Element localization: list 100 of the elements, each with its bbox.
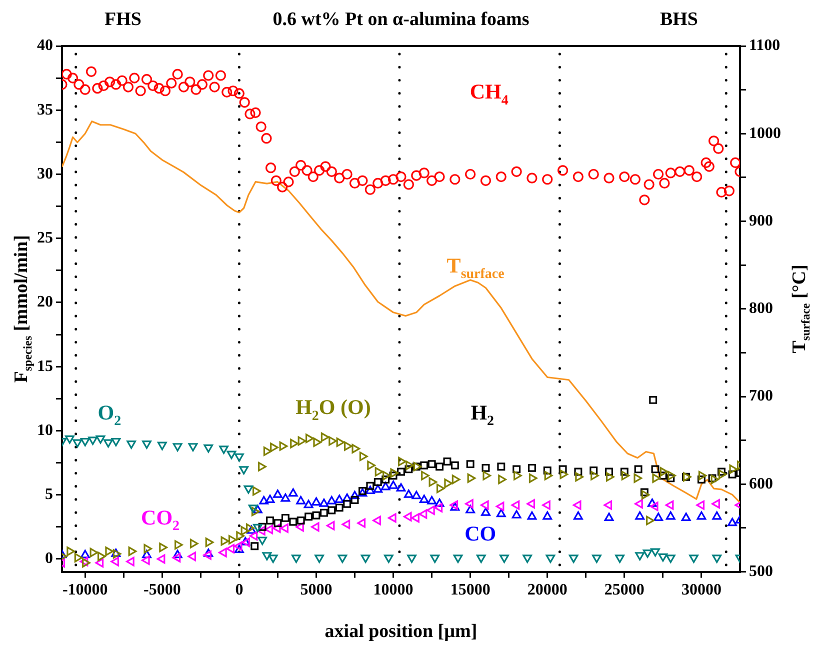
point	[412, 490, 422, 500]
x-tick-label: 30000	[681, 582, 722, 599]
point	[314, 554, 324, 563]
point	[543, 466, 552, 474]
point	[496, 502, 504, 512]
point	[546, 554, 556, 563]
chart-title: 0.6 wt% Pt on α-alumina foams	[272, 8, 530, 30]
point	[411, 513, 420, 523]
point	[350, 490, 360, 500]
x-tick-label: -10000	[62, 582, 108, 599]
point	[188, 443, 198, 452]
point	[647, 498, 657, 507]
point	[658, 553, 668, 562]
point	[522, 554, 532, 563]
point	[218, 548, 227, 558]
point	[292, 554, 301, 563]
point	[665, 500, 674, 510]
y-tick-label: 20	[37, 294, 53, 311]
point	[126, 440, 136, 449]
point	[403, 512, 412, 522]
point	[542, 500, 550, 510]
point	[204, 548, 214, 557]
point	[574, 468, 582, 476]
x-tick-label: 0	[235, 582, 244, 599]
point	[466, 504, 476, 514]
y2-tick-label: 700	[749, 388, 773, 405]
point	[188, 552, 196, 562]
point	[226, 544, 235, 554]
series-label: CO	[464, 521, 496, 546]
point	[365, 486, 375, 494]
point	[203, 550, 212, 560]
x-tick-label: 15000	[450, 582, 490, 599]
point	[500, 554, 509, 563]
point	[80, 556, 88, 566]
point	[234, 453, 244, 462]
point	[634, 499, 643, 509]
point	[708, 474, 716, 482]
point	[304, 512, 313, 521]
point	[712, 511, 722, 520]
point	[246, 525, 256, 534]
y-tick-label: 35	[37, 101, 53, 118]
point	[420, 461, 428, 470]
point	[104, 439, 113, 448]
point	[289, 518, 298, 526]
y-tick-label: 15	[37, 358, 53, 375]
point	[320, 508, 328, 517]
x-tick-label: 10000	[373, 582, 414, 599]
point	[234, 541, 242, 551]
point	[72, 439, 82, 448]
point	[258, 536, 268, 546]
point	[326, 520, 335, 530]
point	[426, 506, 435, 515]
point	[542, 511, 552, 520]
point	[360, 554, 370, 563]
point	[372, 516, 381, 526]
point	[476, 554, 486, 563]
y-tick-label: 10	[37, 422, 53, 439]
point	[388, 513, 396, 523]
point	[666, 511, 676, 520]
point	[126, 556, 134, 566]
point	[326, 496, 336, 504]
point	[80, 438, 90, 446]
y2-tick-label: 500	[749, 562, 773, 580]
point	[280, 524, 288, 533]
point	[640, 488, 648, 496]
point	[689, 554, 698, 563]
point	[404, 490, 414, 498]
point	[253, 504, 262, 514]
point	[605, 468, 614, 476]
point	[172, 550, 182, 558]
point	[615, 554, 625, 563]
point	[654, 512, 664, 521]
point	[396, 483, 406, 492]
point	[697, 475, 706, 484]
y-tick-label: 0	[45, 550, 53, 568]
point	[428, 460, 436, 468]
point	[312, 511, 320, 520]
point	[141, 556, 150, 565]
point	[88, 436, 98, 446]
point	[264, 524, 274, 534]
point	[249, 531, 258, 541]
point	[96, 435, 106, 444]
point	[338, 554, 348, 563]
point	[528, 464, 536, 472]
point	[482, 464, 490, 472]
point	[572, 500, 582, 510]
point	[253, 524, 262, 532]
point	[257, 526, 266, 536]
point	[419, 494, 429, 504]
point	[272, 524, 281, 533]
point	[373, 484, 383, 493]
point	[590, 466, 598, 474]
point	[111, 438, 121, 446]
point	[427, 496, 437, 504]
point	[681, 512, 691, 521]
point	[312, 497, 321, 506]
point	[496, 508, 506, 518]
point	[380, 482, 390, 490]
point	[80, 550, 90, 558]
point	[497, 462, 506, 471]
